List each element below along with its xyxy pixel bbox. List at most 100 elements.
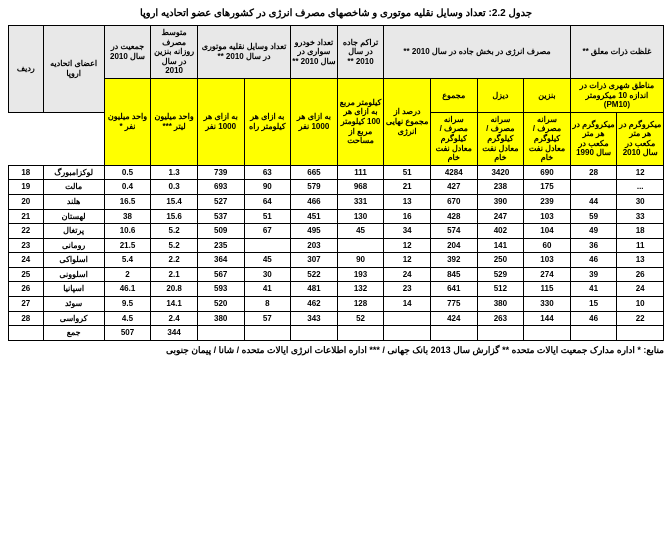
hdr-vehicles: تعداد وسایل نقلیه موتوری در سال 2010 ** xyxy=(197,26,290,79)
cell-pm10: 13 xyxy=(617,253,664,268)
cell-vkm: 57 xyxy=(244,311,291,326)
cell-ebz: 115 xyxy=(524,282,571,297)
cell-country: اسپانیا xyxy=(43,282,104,297)
cell-c1000: 343 xyxy=(291,311,338,326)
cell-vkm: 64 xyxy=(244,194,291,209)
cell-pop: 10.6 xyxy=(104,224,151,239)
cell-epc: 24 xyxy=(384,267,431,282)
table-row: 3044239390670133314666452715.416.5هلند20 xyxy=(9,194,664,209)
cell-vkm xyxy=(244,238,291,253)
cell-v1000: 593 xyxy=(197,282,244,297)
cell-pm90: 28 xyxy=(570,165,617,180)
cell-c1000: 451 xyxy=(291,209,338,224)
cell-epc: 14 xyxy=(384,297,431,312)
cell-ebz: 103 xyxy=(524,209,571,224)
cell-pm10: 18 xyxy=(617,224,664,239)
cell-etot: 574 xyxy=(430,224,477,239)
cell-ebz xyxy=(524,326,571,341)
cell-etot: 845 xyxy=(430,267,477,282)
cell-n: 18 xyxy=(9,165,44,180)
cell-vkm: 63 xyxy=(244,165,291,180)
cell-dens: 130 xyxy=(337,209,384,224)
cell-country: اسلواکی xyxy=(43,253,104,268)
hdr-pop: جمعیت در سال 2010 xyxy=(104,26,151,79)
cell-dens: 132 xyxy=(337,282,384,297)
cell-edz: 390 xyxy=(477,194,524,209)
cell-dens xyxy=(337,326,384,341)
cell-pm90: 41 xyxy=(570,282,617,297)
cell-fuel: 15.6 xyxy=(151,209,198,224)
cell-dens: 968 xyxy=(337,180,384,195)
cell-etot: 641 xyxy=(430,282,477,297)
cell-vkm: 8 xyxy=(244,297,291,312)
hdr-members: اعضای اتحادیه اروپا xyxy=(43,26,104,113)
hdr-diesel: دیزل xyxy=(477,78,524,112)
cell-dens: 331 xyxy=(337,194,384,209)
cell-c1000: 203 xyxy=(291,238,338,253)
cell-epc xyxy=(384,326,431,341)
cell-n: 19 xyxy=(9,180,44,195)
cell-pm10: 24 xyxy=(617,282,664,297)
cell-c1000: 665 xyxy=(291,165,338,180)
cell-epc: 23 xyxy=(384,282,431,297)
cell-fuel: 15.4 xyxy=(151,194,198,209)
cell-vkm: 30 xyxy=(244,267,291,282)
table-row: 3359103247428161304515153715.638لهستان21 xyxy=(9,209,664,224)
cell-epc: 16 xyxy=(384,209,431,224)
cell-vkm: 90 xyxy=(244,180,291,195)
cell-v1000: 364 xyxy=(197,253,244,268)
cell-pm10: 22 xyxy=(617,311,664,326)
cell-etot: 392 xyxy=(430,253,477,268)
hdr-total: مجموع xyxy=(430,78,477,112)
cell-etot: 204 xyxy=(430,238,477,253)
cell-pm90: 36 xyxy=(570,238,617,253)
cell-n xyxy=(9,326,44,341)
cell-epc: 51 xyxy=(384,165,431,180)
cell-ebz: 175 xyxy=(524,180,571,195)
cell-edz: 141 xyxy=(477,238,524,253)
cell-v1000: 693 xyxy=(197,180,244,195)
cell-pop: 5.4 xyxy=(104,253,151,268)
cell-edz: 238 xyxy=(477,180,524,195)
hdr-pm1990: میکروگرم در هر متر مکعب در سال 1990 xyxy=(570,112,617,165)
cell-epc: 12 xyxy=(384,253,431,268)
cell-pm10: 30 xyxy=(617,194,664,209)
cell-edz: 247 xyxy=(477,209,524,224)
hdr-vkm: به ازای هر کیلومتر راه xyxy=(244,78,291,165)
cell-epc xyxy=(384,311,431,326)
cell-pm90 xyxy=(570,326,617,341)
cell-vkm: 67 xyxy=(244,224,291,239)
cell-ebz: 104 xyxy=(524,224,571,239)
cell-fuel: 20.8 xyxy=(151,282,198,297)
cell-edz: 402 xyxy=(477,224,524,239)
table-title: جدول 2.2: تعداد وسایل نقلیه موتوری و شاخ… xyxy=(8,8,664,19)
cell-edz: 250 xyxy=(477,253,524,268)
cell-edz: 380 xyxy=(477,297,524,312)
cell-v1000: 567 xyxy=(197,267,244,282)
cell-pop: 2 xyxy=(104,267,151,282)
cell-c1000: 462 xyxy=(291,297,338,312)
cell-v1000: 537 xyxy=(197,209,244,224)
cell-dens: 90 xyxy=(337,253,384,268)
cell-fuel: 1.3 xyxy=(151,165,198,180)
cell-fuel: 5.2 xyxy=(151,238,198,253)
cell-ebz: 330 xyxy=(524,297,571,312)
cell-pop: 0.5 xyxy=(104,165,151,180)
cell-pop: 0.4 xyxy=(104,180,151,195)
cell-n: 21 xyxy=(9,209,44,224)
cell-fuel: 2.2 xyxy=(151,253,198,268)
cell-c1000: 495 xyxy=(291,224,338,239)
cell-country: لوکزامبورگ xyxy=(43,165,104,180)
cell-pm10: 33 xyxy=(617,209,664,224)
cell-v1000: 520 xyxy=(197,297,244,312)
cell-pm10: 12 xyxy=(617,165,664,180)
data-table: غلظت ذرات معلق ** مصرف انرژی در بخش جاده… xyxy=(8,25,664,341)
cell-pop: 46.1 xyxy=(104,282,151,297)
cell-pop: 16.5 xyxy=(104,194,151,209)
hdr-density: تراکم جاده در سال 2010 ** xyxy=(337,26,384,79)
cell-ebz: 274 xyxy=(524,267,571,282)
cell-vkm: 51 xyxy=(244,209,291,224)
cell-pm90: 15 xyxy=(570,297,617,312)
cell-pm90: 49 xyxy=(570,224,617,239)
cell-edz: 512 xyxy=(477,282,524,297)
